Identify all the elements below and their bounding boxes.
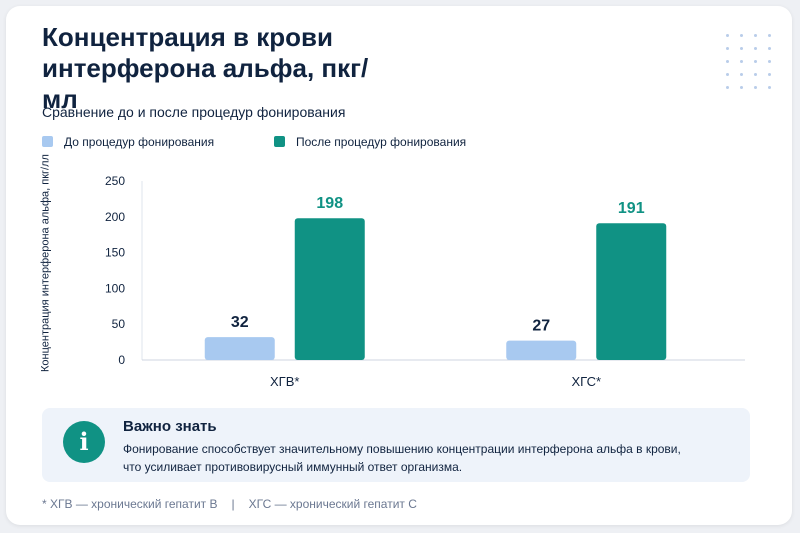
info-box: i Важно знать Фонирование способствует з… <box>42 408 750 482</box>
footer-separator: | <box>231 497 235 511</box>
decorative-dot <box>768 86 771 89</box>
decorative-dot <box>754 73 757 76</box>
decorative-dot <box>726 34 729 37</box>
decorative-dot <box>754 47 757 50</box>
legend-swatch-before <box>42 136 53 147</box>
decorative-dots <box>726 34 772 92</box>
legend-swatch-after <box>274 136 285 147</box>
x-category-label: ХГВ* <box>270 374 299 389</box>
info-title: Важно знать <box>123 418 217 435</box>
page-subtitle: Сравнение до и после процедур фонировани… <box>42 104 346 120</box>
decorative-dot <box>740 47 743 50</box>
bar-before <box>204 337 275 360</box>
y-tick-label: 250 <box>105 174 125 188</box>
decorative-dot <box>740 86 743 89</box>
y-tick-label: 100 <box>105 281 125 295</box>
decorative-dot <box>754 86 757 89</box>
decorative-dot <box>726 60 729 63</box>
decorative-dot <box>726 73 729 76</box>
info-text: Фонирование способствует значительному п… <box>123 442 681 474</box>
footer-note-hgv: * ХГВ — хронический гепатит В <box>42 497 218 511</box>
bar-value-label: 191 <box>618 200 645 217</box>
decorative-dot <box>768 34 771 37</box>
y-tick-label: 150 <box>105 246 125 260</box>
decorative-dot <box>754 34 757 37</box>
decorative-dot <box>768 47 771 50</box>
y-tick-label: 50 <box>112 317 126 331</box>
decorative-dot <box>768 73 771 76</box>
page-title: Концентрация в крови интерферона альфа, … <box>42 22 369 114</box>
footer-note-hgs: ХГС — хронический гепатит С <box>248 497 417 511</box>
bar-after <box>596 223 667 360</box>
bar-before <box>506 340 577 360</box>
decorative-dot <box>726 47 729 50</box>
decorative-dot <box>740 34 743 37</box>
legend-label-after: После процедур фонирования <box>296 135 467 149</box>
bar-value-label: 32 <box>231 314 249 331</box>
bar-value-label: 27 <box>532 318 550 335</box>
decorative-dot <box>740 60 743 63</box>
footer-notes: * ХГВ — хронический гепатит В | ХГС — хрон… <box>42 497 417 511</box>
bar-after <box>294 218 365 360</box>
decorative-dot <box>754 60 757 63</box>
decorative-dot <box>726 86 729 89</box>
x-category-label: ХГС* <box>571 374 601 389</box>
y-tick-label: 200 <box>105 210 125 224</box>
y-tick-label: 0 <box>118 353 125 367</box>
decorative-dot <box>768 60 771 63</box>
info-icon: i <box>63 421 105 463</box>
decorative-dot <box>740 73 743 76</box>
bar-value-label: 198 <box>316 195 343 212</box>
legend-label-before: До процедур фонирования <box>64 135 215 149</box>
